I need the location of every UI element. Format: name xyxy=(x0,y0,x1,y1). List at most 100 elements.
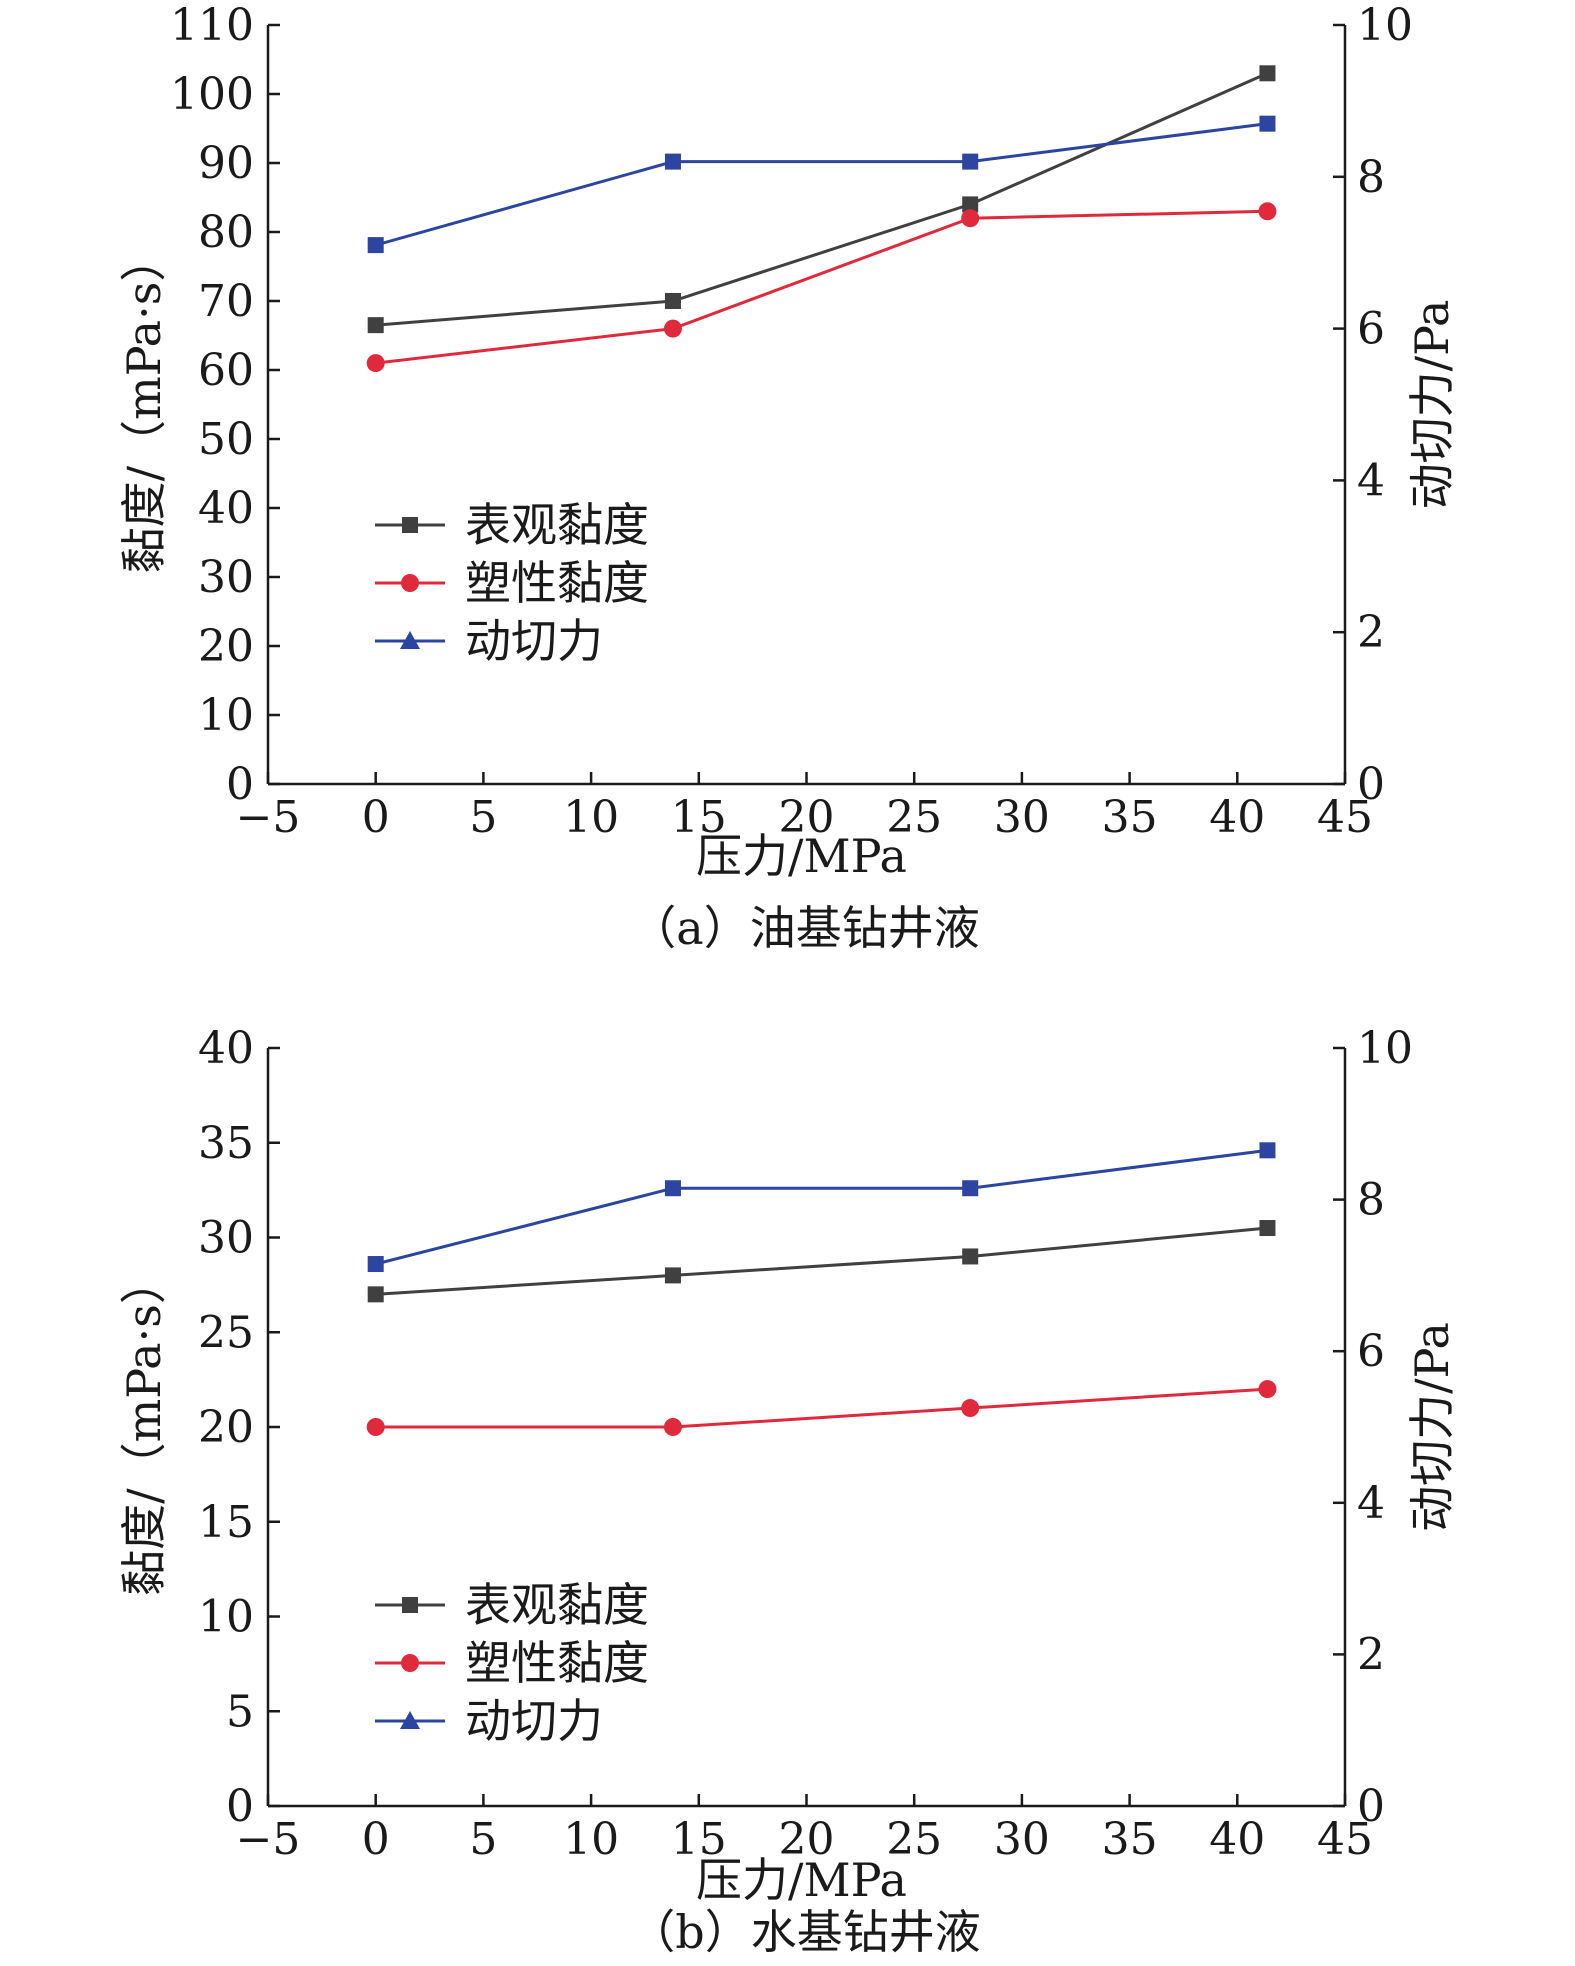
y-tick-label: 0 xyxy=(226,759,254,810)
legend-label-0: 表观黏度 xyxy=(465,498,649,552)
x-tick-label: 0 xyxy=(362,792,390,843)
legend-marker-2 xyxy=(400,631,420,649)
series-line-1 xyxy=(375,1387,1268,1429)
data-point-0-1 xyxy=(664,293,681,309)
data-point-1-3 xyxy=(1258,202,1277,221)
y-tick-label: 60 xyxy=(198,345,254,396)
x-tick-label: 20 xyxy=(779,1814,835,1865)
data-point-1-0 xyxy=(366,354,385,373)
y-tick-label: 80 xyxy=(198,207,254,258)
data-point-1-1 xyxy=(663,319,682,338)
y-tick-label: 100 xyxy=(170,69,254,120)
legend-marker-0 xyxy=(402,517,418,533)
y2-tick-label: 6 xyxy=(1357,304,1385,355)
y-tick-label: 110 xyxy=(170,0,254,51)
y-tick-label: 15 xyxy=(198,1497,254,1548)
y-axis-label: 黏度/（mPa·s） xyxy=(117,1258,171,1596)
y2-tick-label: 8 xyxy=(1357,1175,1385,1226)
data-point-2-0 xyxy=(367,237,384,254)
data-point-0-2 xyxy=(962,1248,979,1265)
data-point-2-3 xyxy=(1259,1142,1276,1159)
x-tick-label: 15 xyxy=(671,792,727,843)
legend-marker-2 xyxy=(400,1711,420,1729)
legend-label-2: 动切力 xyxy=(465,1694,603,1748)
data-point-0-1 xyxy=(664,1267,681,1284)
series-line-1 xyxy=(375,209,1268,365)
y-tick-label: 30 xyxy=(198,1213,254,1264)
x-tick-label: 40 xyxy=(1209,1814,1265,1865)
data-point-0-3 xyxy=(1259,1220,1276,1237)
chart-oil-based: −5 0 5 10 15 20 25 30 35 40 4501020304050607080901… xyxy=(117,0,1459,955)
y2-tick-label: 8 xyxy=(1357,152,1385,203)
y-tick-label: 0 xyxy=(226,1781,254,1832)
y2-tick-label: 4 xyxy=(1357,455,1385,506)
x-tick-label: 40 xyxy=(1209,792,1265,843)
legend-label-2: 动切力 xyxy=(465,614,603,668)
x-tick-label: 45 xyxy=(1317,1814,1373,1865)
x-tick-label: 35 xyxy=(1102,1814,1158,1865)
data-point-0-2 xyxy=(962,196,979,213)
x-tick-label: −5 xyxy=(236,1814,301,1865)
y2-tick-label: 6 xyxy=(1357,1326,1385,1377)
x-tick-label: 5 xyxy=(469,792,497,843)
x-tick-label: 45 xyxy=(1317,792,1373,843)
y-tick-label: 20 xyxy=(198,1402,254,1453)
y-tick-label: 50 xyxy=(198,414,254,465)
y-tick-label: 10 xyxy=(198,690,254,741)
x-axis-label: 压力/MPa xyxy=(696,829,907,883)
data-point-2-1 xyxy=(664,1180,681,1197)
data-point-2-3 xyxy=(1259,115,1276,132)
x-tick-label: 5 xyxy=(469,1814,497,1865)
y-tick-label: 5 xyxy=(226,1686,254,1737)
x-tick-label: 20 xyxy=(779,792,835,843)
legend-marker-0 xyxy=(402,1597,418,1613)
y-tick-label: 90 xyxy=(198,138,254,189)
y-tick-label: 40 xyxy=(198,483,254,534)
x-tick-label: 25 xyxy=(886,792,942,843)
y2-tick-label: 2 xyxy=(1357,607,1385,658)
data-point-1-3 xyxy=(1258,1380,1277,1399)
data-point-0-0 xyxy=(367,1286,384,1303)
series-line-0 xyxy=(375,71,1269,327)
y-tick-label: 40 xyxy=(198,1023,254,1074)
y-tick-label: 30 xyxy=(198,552,254,603)
y-tick-label: 10 xyxy=(198,1592,254,1643)
x-tick-label: 0 xyxy=(362,1814,390,1865)
x-tick-label: 25 xyxy=(886,1814,942,1865)
legend-label-1: 塑性黏度 xyxy=(465,1636,649,1690)
x-tick-label: −5 xyxy=(236,792,301,843)
x-tick-label: 30 xyxy=(994,1814,1050,1865)
x-tick-label: 15 xyxy=(671,1814,727,1865)
data-point-2-0 xyxy=(367,1256,384,1273)
y-tick-label: 20 xyxy=(198,621,254,672)
figure-caption: （b）水基钻井液 xyxy=(629,1905,980,1959)
x-tick-label: 30 xyxy=(994,792,1050,843)
x-tick-label: 35 xyxy=(1102,792,1158,843)
data-point-1-2 xyxy=(961,1399,980,1418)
data-point-0-0 xyxy=(367,317,384,334)
y-tick-label: 70 xyxy=(198,276,254,327)
series-line-2 xyxy=(375,1148,1268,1266)
y2-tick-label: 0 xyxy=(1357,759,1385,810)
y-tick-label: 35 xyxy=(198,1118,254,1169)
series-line-2 xyxy=(375,122,1268,247)
y2-axis-label: 动切力/Pa xyxy=(1405,1322,1459,1532)
legend-marker-1 xyxy=(401,574,419,592)
data-point-2-2 xyxy=(962,1180,979,1197)
legend-label-0: 表观黏度 xyxy=(465,1578,649,1632)
legend-marker-1 xyxy=(401,1654,419,1672)
legend-label-1: 塑性黏度 xyxy=(465,556,649,610)
x-axis-label: 压力/MPa xyxy=(696,1853,907,1907)
figure-caption: （a）油基钻井液 xyxy=(630,901,979,955)
data-point-2-1 xyxy=(664,153,681,170)
y-tick-label: 25 xyxy=(198,1307,254,1358)
x-tick-label: 10 xyxy=(563,1814,619,1865)
x-tick-label: 10 xyxy=(563,792,619,843)
data-point-1-1 xyxy=(663,1418,682,1436)
series-line-0 xyxy=(375,1226,1268,1296)
data-point-1-2 xyxy=(961,209,980,228)
data-point-1-0 xyxy=(366,1418,385,1436)
y2-axis-label: 动切力/Pa xyxy=(1405,300,1459,510)
y-axis-label: 黏度/（mPa·s） xyxy=(117,236,171,574)
